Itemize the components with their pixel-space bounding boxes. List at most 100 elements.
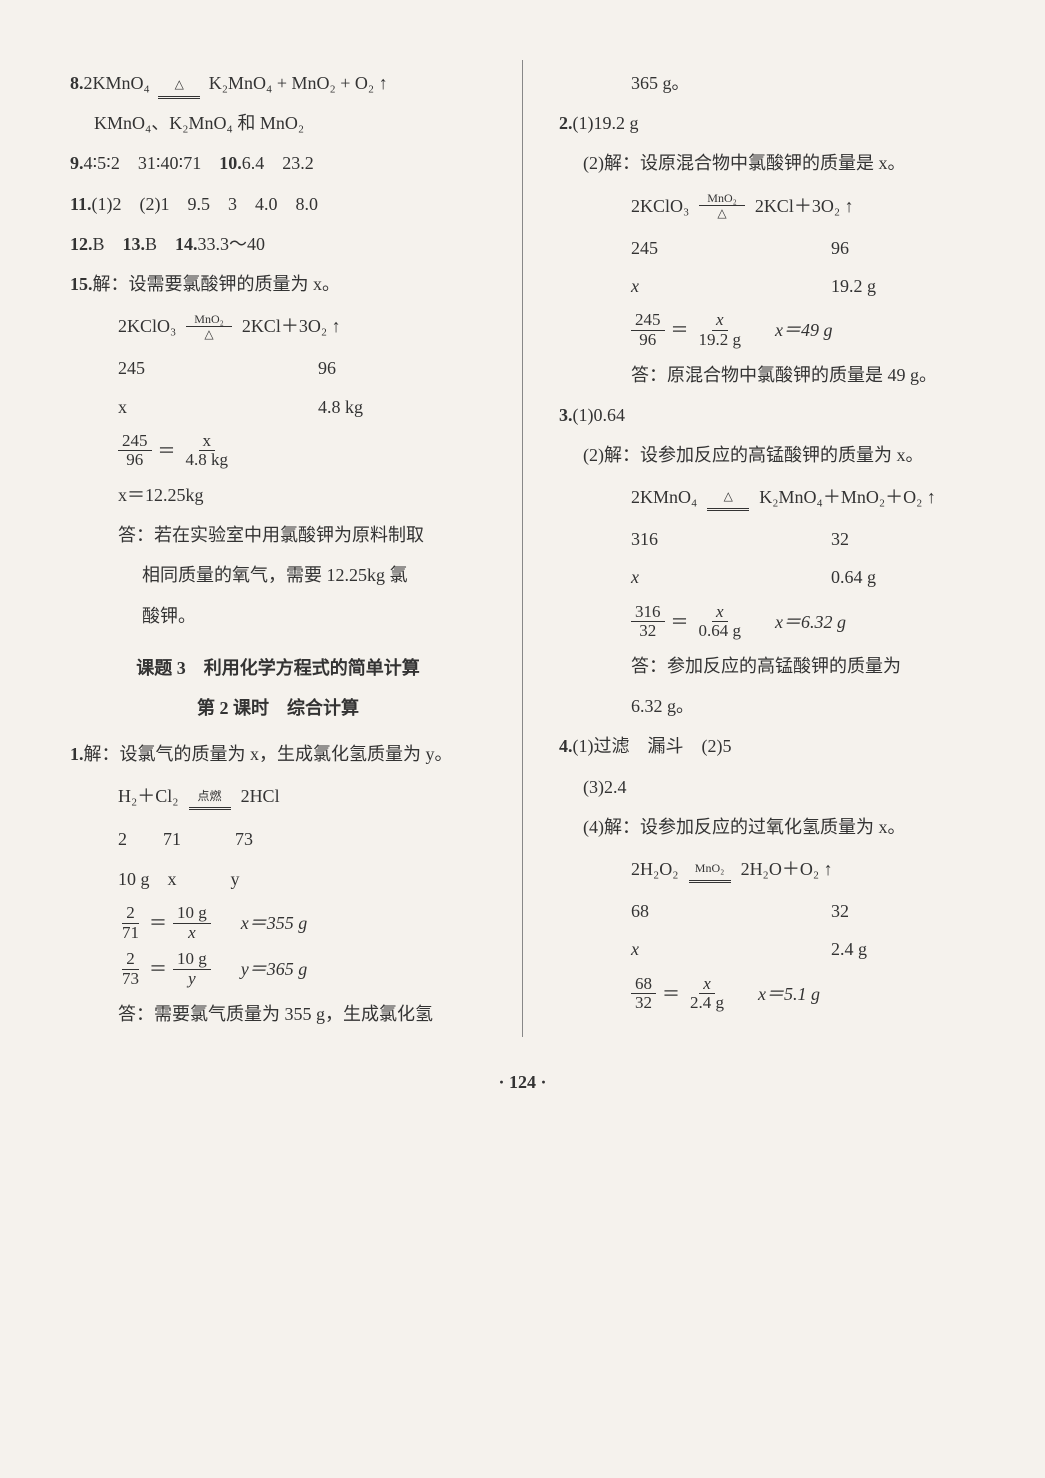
den: 96: [122, 451, 147, 470]
q15-intro-text: 解：设需要氯酸钾的质量为 x。: [93, 274, 341, 294]
den: 0.64 g: [695, 622, 746, 641]
q8-rhs: K₂MnO₄ + MnO₂ + O₂ ↑: [209, 73, 388, 93]
fraction: 24596: [118, 432, 152, 470]
q9-num: 9.: [70, 153, 84, 173]
den: 96: [635, 331, 660, 350]
arrow-top: MnO₂: [699, 192, 745, 206]
q8-lhs: 2KMnO₄: [84, 73, 150, 93]
q2-frac: 24596 ＝ x19.2 g x＝49 g: [559, 311, 975, 349]
equals: ＝: [662, 977, 680, 1011]
eq-rhs: 2KCl＋3O₂ ↑: [755, 189, 854, 223]
arrow-top: MnO₂: [689, 857, 731, 880]
q11-num: 11.: [70, 194, 92, 214]
q2-equation: 2KClO₃ MnO₂ △ 2KCl＋3O₂ ↑: [559, 189, 975, 223]
q10-b: 23.2: [282, 153, 314, 173]
q3-num: 3.: [559, 405, 573, 425]
q1-intro-text: 解：设氯气的质量为 x，生成氯化氢质量为 y。: [84, 744, 453, 764]
arrow-top: △: [707, 485, 749, 508]
num: 10 g: [173, 904, 211, 924]
fraction: 273: [118, 950, 143, 988]
q15-solve: x＝12.25kg: [70, 478, 486, 512]
num: 10 g: [173, 950, 211, 970]
q4-num: 4.: [559, 736, 573, 756]
num: 2: [122, 904, 139, 924]
right-column: 365 g。 2.(1)19.2 g (2)解：设原混合物中氯酸钾的质量是 x。…: [559, 60, 975, 1037]
den: y: [184, 970, 200, 989]
fraction: 271: [118, 904, 143, 942]
q3-p1: 3.(1)0.64: [559, 398, 975, 432]
q3-p1-text: (1)0.64: [573, 405, 626, 425]
solve: x＝6.32 g: [775, 605, 846, 639]
q1-frac2: 273 ＝ 10 gy y＝365 g: [70, 950, 486, 988]
eq-rhs: K₂MnO₄＋MnO₂＋O₂ ↑: [759, 480, 936, 514]
q15-equation: 2KClO₃ MnO₂ △ 2KCl＋3O₂ ↑: [70, 309, 486, 343]
q4-p1-text: (1)过滤 漏斗 (2)5: [573, 736, 732, 756]
val: 316: [631, 522, 831, 556]
q12-num: 12.: [70, 234, 93, 254]
equals: ＝: [149, 952, 167, 986]
q3-equation: 2KMnO₄ △ K₂MnO₄＋MnO₂＋O₂ ↑: [559, 480, 975, 514]
fraction: 10 gy: [173, 950, 211, 988]
fraction: x4.8 kg: [182, 432, 233, 470]
den: 2.4 g: [686, 994, 728, 1013]
q13-ans: B: [145, 234, 157, 254]
q15-intro: 15.解：设需要氯酸钾的质量为 x。: [70, 267, 486, 301]
num: 245: [631, 311, 665, 331]
fraction: x2.4 g: [686, 975, 728, 1013]
q2-ratio1: 24596: [559, 231, 975, 265]
eq-lhs: 2KClO₃: [631, 189, 689, 223]
q15-ans2: 相同质量的氧气，需要 12.25kg 氯: [70, 558, 486, 592]
num: 316: [631, 603, 665, 623]
fraction: x0.64 g: [695, 603, 746, 641]
fraction: 6832: [631, 975, 656, 1013]
num: 2: [122, 950, 139, 970]
q10-a: 6.4: [242, 153, 265, 173]
q3-ratio1: 31632: [559, 522, 975, 556]
val: 19.2 g: [831, 269, 876, 303]
val: x: [631, 932, 831, 966]
eq-rhs: 2HCl: [241, 779, 280, 813]
equals: ＝: [671, 605, 689, 639]
arrow-bot: △: [196, 326, 221, 340]
den: 4.8 kg: [182, 451, 233, 470]
val: 0.64 g: [831, 560, 876, 594]
q15-frac: 24596 ＝ x4.8 kg: [70, 432, 486, 470]
q15-ratio2: x4.8 kg: [70, 390, 486, 424]
reaction-arrow: MnO₂: [689, 855, 731, 883]
eq-lhs: 2KMnO₄: [631, 480, 697, 514]
den: 32: [631, 994, 656, 1013]
left-column: 8.2KMnO₄ △ K₂MnO₄ + MnO₂ + O₂ ↑ KMnO₄、K₂…: [70, 60, 486, 1037]
q10-num: 10.: [219, 153, 242, 173]
q3-frac: 31632 ＝ x0.64 g x＝6.32 g: [559, 603, 975, 641]
equals: ＝: [149, 906, 167, 940]
solve: x＝355 g: [241, 906, 308, 940]
q1-row2: 10 g x y: [70, 862, 486, 896]
q15-ans3: 酸钾。: [70, 599, 486, 633]
q1-num: 1.: [70, 744, 84, 764]
val: x: [631, 560, 831, 594]
num: x: [712, 311, 728, 331]
reaction-arrow: MnO₂ △: [699, 192, 745, 219]
q15-ans1: 答：若在实验室中用氯酸钾为原料制取: [70, 518, 486, 552]
q4-p3: (3)2.4: [559, 770, 975, 804]
q4-ratio1: 6832: [559, 894, 975, 928]
arrow-bot: △: [709, 205, 734, 219]
equals: ＝: [671, 313, 689, 347]
q14-num: 14.: [175, 234, 198, 254]
arrow-top: 点燃: [189, 785, 231, 808]
q15-ratio1: 24596: [70, 351, 486, 385]
q9-a: 4∶5∶2: [84, 153, 120, 173]
reaction-arrow: △: [707, 483, 749, 511]
q3-ans1: 答：参加反应的高锰酸钾的质量为: [559, 649, 975, 683]
reaction-arrow: 点燃: [189, 783, 231, 811]
arrow-top: △: [158, 73, 200, 96]
q9-q10: 9.4∶5∶231∶40∶7110.6.423.2: [70, 146, 486, 180]
eq-lhs: 2KClO₃: [118, 309, 176, 343]
q1-frac1: 271 ＝ 10 gx x＝355 g: [70, 904, 486, 942]
equals: ＝: [158, 434, 176, 468]
q2-p1-text: (1)19.2 g: [573, 113, 639, 133]
num: 245: [118, 432, 152, 452]
q2-ratio2: x19.2 g: [559, 269, 975, 303]
den: 71: [118, 924, 143, 943]
fraction: 24596: [631, 311, 665, 349]
